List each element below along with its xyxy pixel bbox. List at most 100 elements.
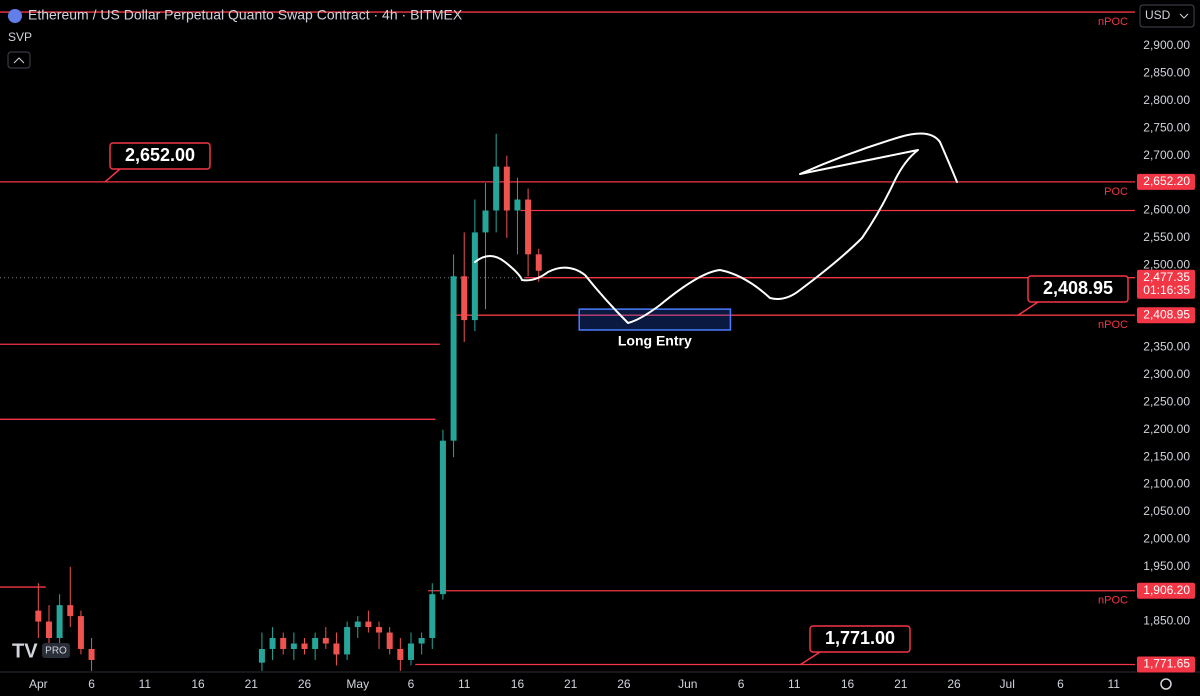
- candle-body: [322, 638, 329, 644]
- callout-label: 1,771.00: [825, 628, 895, 648]
- currency: USD: [1145, 8, 1171, 22]
- x-tick-label: 26: [947, 677, 961, 691]
- x-tick-label: 21: [894, 677, 908, 691]
- symbol-logo: [8, 9, 22, 23]
- y-tick-label: 2,250.00: [1143, 394, 1190, 408]
- candle-body: [450, 276, 457, 441]
- dropdown-icon: [1179, 13, 1189, 19]
- level-tag: POC: [1104, 186, 1128, 198]
- candle-body: [386, 632, 393, 649]
- candle-body: [471, 232, 478, 321]
- y-tick-label: 2,750.00: [1143, 120, 1190, 134]
- y-tick-label: 1,850.00: [1143, 614, 1190, 628]
- candle-body: [407, 643, 414, 660]
- y-tick-label: 2,050.00: [1143, 504, 1190, 518]
- y-tick-label: 2,100.00: [1143, 477, 1190, 491]
- candle-body: [301, 643, 308, 649]
- candle-body: [514, 199, 521, 211]
- candle-body: [290, 643, 297, 649]
- candle-body: [493, 166, 500, 211]
- x-tick-label: 21: [245, 677, 259, 691]
- x-tick-label: 6: [408, 677, 415, 691]
- plot-area: nPOC POC nPOC nPOC Long Entry 2,652.00 2,408.9…: [0, 11, 1135, 671]
- candle-body: [429, 594, 436, 639]
- y-tick-label: 2,150.00: [1143, 449, 1190, 463]
- last-price-badge: [1137, 269, 1195, 299]
- y-tick-label: 2,600.00: [1143, 203, 1190, 217]
- indicator-name: SVP: [8, 30, 32, 44]
- chevron-icon: [13, 57, 25, 64]
- candle-body: [77, 616, 84, 649]
- x-tick-label: 6: [1057, 677, 1064, 691]
- candle-body: [376, 627, 383, 633]
- candle-body: [365, 621, 372, 628]
- price-badge-label: 2,408.95: [1143, 307, 1190, 321]
- x-tick-label: 16: [841, 677, 855, 691]
- candle-body: [333, 643, 340, 655]
- last-price-label: 2,477.35: [1143, 270, 1190, 284]
- y-tick-label: 2,550.00: [1143, 230, 1190, 244]
- price-badge: [1137, 656, 1195, 673]
- candle-body: [258, 648, 265, 663]
- candle-body: [503, 166, 510, 211]
- collapse-button[interactable]: [7, 51, 31, 69]
- x-tick-label: 6: [88, 677, 95, 691]
- x-tick-label: May: [346, 677, 369, 691]
- x-tick-label: 6: [738, 677, 745, 691]
- candle-body: [67, 605, 74, 617]
- chart-title: Ethereum / US Dollar Perpetual Quanto Sw…: [28, 7, 463, 23]
- badge: PRO: [45, 646, 67, 657]
- currency-button[interactable]: [1139, 4, 1195, 28]
- x-tick-label: 26: [617, 677, 631, 691]
- x-tick-label: 11: [1107, 677, 1120, 691]
- price-axis: [1135, 0, 1200, 696]
- candle-body: [525, 199, 532, 255]
- price-badge-label: 1,906.20: [1143, 583, 1190, 597]
- candle-body: [482, 210, 489, 233]
- candle-body: [269, 638, 276, 649]
- y-tick-label: 1,950.00: [1143, 559, 1190, 573]
- x-tick-label: 16: [191, 677, 205, 691]
- settings-icon[interactable]: [1160, 678, 1172, 690]
- candle-body: [439, 440, 446, 595]
- y-tick-label: 2,500.00: [1143, 257, 1190, 271]
- x-tick-label: Jul: [1000, 677, 1015, 691]
- price-badge: [1137, 173, 1195, 190]
- candle-body: [418, 638, 425, 644]
- y-tick-label: 2,900.00: [1143, 38, 1190, 52]
- candle-body: [461, 276, 468, 321]
- x-tick-label: Jun: [678, 677, 697, 691]
- y-tick-label: 2,700.00: [1143, 148, 1190, 162]
- price-badge: [1137, 582, 1195, 599]
- callout-pointer: [1017, 301, 1039, 316]
- candle-body: [45, 621, 52, 639]
- x-tick-label: 11: [458, 677, 471, 691]
- x-tick-label: 21: [564, 677, 578, 691]
- callout-label: 2,652.00: [125, 145, 195, 165]
- y-tick-label: 2,000.00: [1143, 532, 1190, 546]
- x-tick-label: 11: [139, 677, 152, 691]
- callout-pointer: [799, 651, 821, 666]
- candle-body: [312, 638, 319, 649]
- y-tick-label: 2,350.00: [1143, 340, 1190, 354]
- badge-box: [42, 643, 70, 658]
- entry-label: Long Entry: [618, 333, 692, 349]
- x-tick-label: 26: [298, 677, 312, 691]
- callout-label: 2,408.95: [1043, 278, 1113, 298]
- y-tick-label: 2,300.00: [1143, 367, 1190, 381]
- entry-box: [578, 308, 732, 331]
- level-tag: nPOC: [1098, 595, 1128, 607]
- price-badge-label: 1,771.65: [1143, 657, 1190, 671]
- level-tag: nPOC: [1098, 319, 1128, 331]
- callout-box: [809, 625, 911, 653]
- x-tick-label: 11: [788, 677, 801, 691]
- level-tag: nPOC: [1098, 16, 1128, 28]
- candle-body: [35, 610, 42, 622]
- callout-pointer: [104, 168, 121, 183]
- candle-body: [56, 605, 63, 639]
- tv-logo: TV: [12, 640, 38, 662]
- y-tick-label: 2,800.00: [1143, 93, 1190, 107]
- callout-box: [1027, 275, 1129, 303]
